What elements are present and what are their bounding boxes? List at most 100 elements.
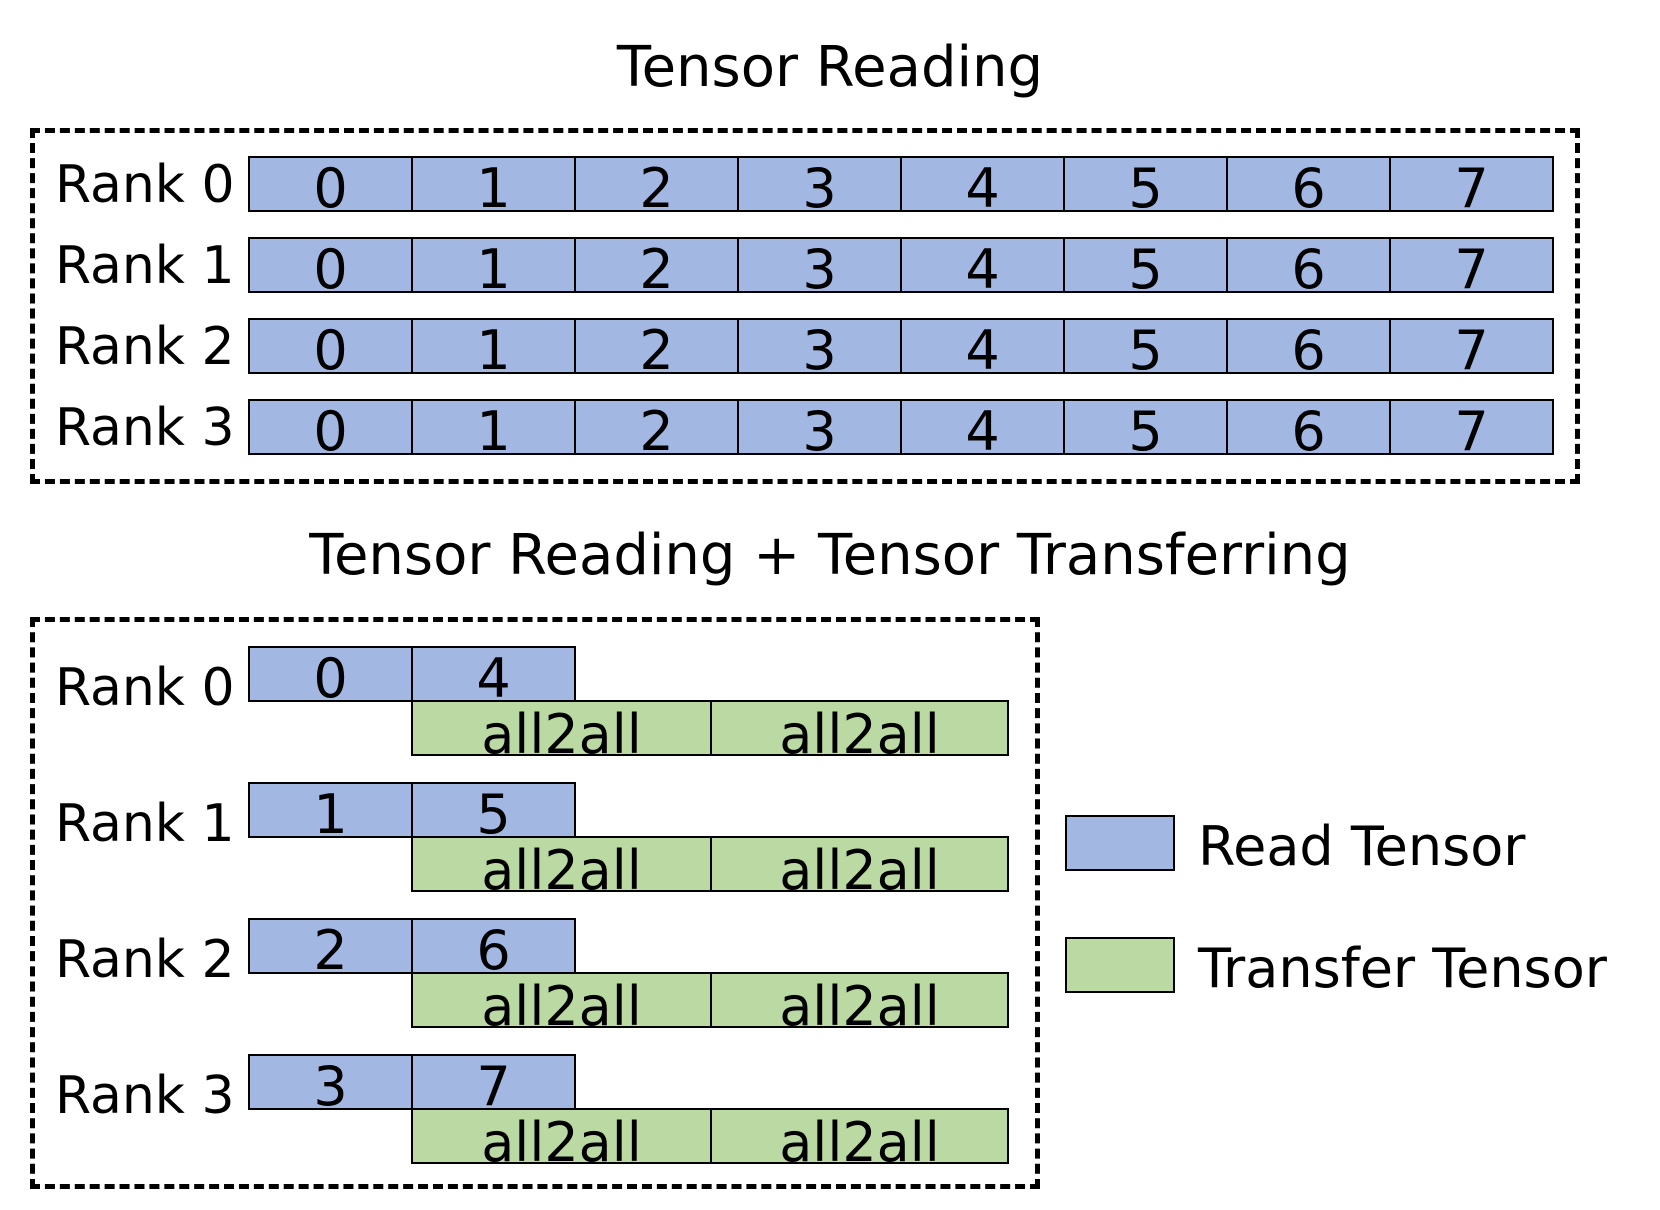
top-read-tensor-block: 6	[1226, 399, 1391, 455]
top-read-tensor-block: 5	[1063, 318, 1228, 374]
transfer-label: all2all	[413, 974, 710, 1028]
top-read-tensor-block: 1	[411, 156, 576, 212]
tensor-index: 1	[413, 320, 574, 374]
tensor-index: 1	[413, 239, 574, 293]
tensor-index: 7	[1391, 401, 1552, 455]
tensor-index: 5	[1065, 239, 1226, 293]
tensor-index: 3	[739, 401, 900, 455]
top-read-tensor-block: 3	[737, 156, 902, 212]
bottom-rank-label: Rank 0	[55, 662, 235, 714]
top-read-tensor-block: 1	[411, 399, 576, 455]
top-read-tensor-block: 4	[900, 399, 1065, 455]
tensor-index: 1	[250, 784, 411, 838]
top-read-tensor-block: 1	[411, 318, 576, 374]
tensor-index: 0	[250, 401, 411, 455]
legend-read-label: Read Tensor	[1198, 820, 1525, 874]
top-read-tensor-block: 7	[1389, 399, 1554, 455]
bottom-rank-label: Rank 3	[55, 1070, 235, 1122]
tensor-index: 7	[1391, 320, 1552, 374]
top-read-tensor-block: 5	[1063, 399, 1228, 455]
tensor-index: 6	[1228, 401, 1389, 455]
top-read-tensor-block: 0	[248, 237, 413, 293]
top-read-tensor-block: 7	[1389, 156, 1554, 212]
tensor-index: 4	[902, 401, 1063, 455]
tensor-index: 7	[1391, 158, 1552, 212]
tensor-index: 6	[1228, 158, 1389, 212]
legend-transfer-swatch	[1065, 937, 1175, 993]
tensor-index: 3	[739, 158, 900, 212]
tensor-index: 6	[1228, 320, 1389, 374]
bottom-transfer-tensor-block: all2all	[710, 1108, 1009, 1164]
legend-read-swatch	[1065, 815, 1175, 871]
tensor-index: 4	[902, 158, 1063, 212]
tensor-index: 5	[1065, 158, 1226, 212]
tensor-index: 1	[413, 401, 574, 455]
transfer-label: all2all	[413, 702, 710, 756]
bottom-transfer-tensor-block: all2all	[710, 836, 1009, 892]
top-rank-label: Rank 3	[55, 402, 235, 454]
tensor-index: 2	[576, 320, 737, 374]
tensor-index: 7	[413, 1056, 574, 1110]
tensor-index: 3	[250, 1056, 411, 1110]
transfer-label: all2all	[712, 702, 1007, 756]
transfer-label: all2all	[413, 838, 710, 892]
tensor-index: 6	[413, 920, 574, 974]
top-read-tensor-block: 4	[900, 318, 1065, 374]
transfer-label: all2all	[712, 974, 1007, 1028]
bottom-read-tensor-block: 4	[411, 646, 576, 702]
top-read-tensor-block: 3	[737, 318, 902, 374]
bottom-title: Tensor Reading + Tensor Transferring	[0, 528, 1660, 584]
bottom-transfer-tensor-block: all2all	[411, 700, 712, 756]
tensor-index: 2	[576, 239, 737, 293]
bottom-transfer-tensor-block: all2all	[411, 836, 712, 892]
bottom-transfer-tensor-block: all2all	[411, 972, 712, 1028]
tensor-index: 3	[739, 320, 900, 374]
top-read-tensor-block: 3	[737, 399, 902, 455]
tensor-index: 6	[1228, 239, 1389, 293]
tensor-index: 0	[250, 239, 411, 293]
tensor-index: 7	[1391, 239, 1552, 293]
top-read-tensor-block: 0	[248, 156, 413, 212]
top-read-tensor-block: 0	[248, 399, 413, 455]
tensor-index: 0	[250, 158, 411, 212]
top-read-tensor-block: 2	[574, 156, 739, 212]
top-read-tensor-block: 2	[574, 237, 739, 293]
legend-transfer-label: Transfer Tensor	[1198, 942, 1607, 996]
tensor-index: 2	[576, 401, 737, 455]
top-read-tensor-block: 3	[737, 237, 902, 293]
bottom-read-tensor-block: 7	[411, 1054, 576, 1110]
bottom-transfer-tensor-block: all2all	[411, 1108, 712, 1164]
tensor-index: 4	[902, 320, 1063, 374]
bottom-read-tensor-block: 1	[248, 782, 413, 838]
tensor-index: 4	[902, 239, 1063, 293]
top-read-tensor-block: 5	[1063, 156, 1228, 212]
top-rank-label: Rank 2	[55, 321, 235, 373]
tensor-index: 2	[250, 920, 411, 974]
tensor-index: 3	[739, 239, 900, 293]
top-read-tensor-block: 5	[1063, 237, 1228, 293]
top-read-tensor-block: 2	[574, 318, 739, 374]
top-title: Tensor Reading	[0, 40, 1660, 96]
bottom-rank-label: Rank 2	[55, 934, 235, 986]
bottom-read-tensor-block: 2	[248, 918, 413, 974]
bottom-read-tensor-block: 6	[411, 918, 576, 974]
top-read-tensor-block: 4	[900, 237, 1065, 293]
tensor-index: 5	[1065, 401, 1226, 455]
tensor-index: 2	[576, 158, 737, 212]
top-read-tensor-block: 2	[574, 399, 739, 455]
bottom-transfer-tensor-block: all2all	[710, 700, 1009, 756]
top-read-tensor-block: 1	[411, 237, 576, 293]
tensor-index: 5	[1065, 320, 1226, 374]
top-read-tensor-block: 7	[1389, 318, 1554, 374]
tensor-index: 4	[413, 648, 574, 702]
top-read-tensor-block: 6	[1226, 156, 1391, 212]
top-read-tensor-block: 6	[1226, 237, 1391, 293]
bottom-read-tensor-block: 3	[248, 1054, 413, 1110]
transfer-label: all2all	[712, 1110, 1007, 1164]
tensor-index: 1	[413, 158, 574, 212]
tensor-index: 0	[250, 320, 411, 374]
bottom-rank-label: Rank 1	[55, 798, 235, 850]
top-rank-label: Rank 0	[55, 159, 235, 211]
transfer-label: all2all	[712, 838, 1007, 892]
top-read-tensor-block: 0	[248, 318, 413, 374]
